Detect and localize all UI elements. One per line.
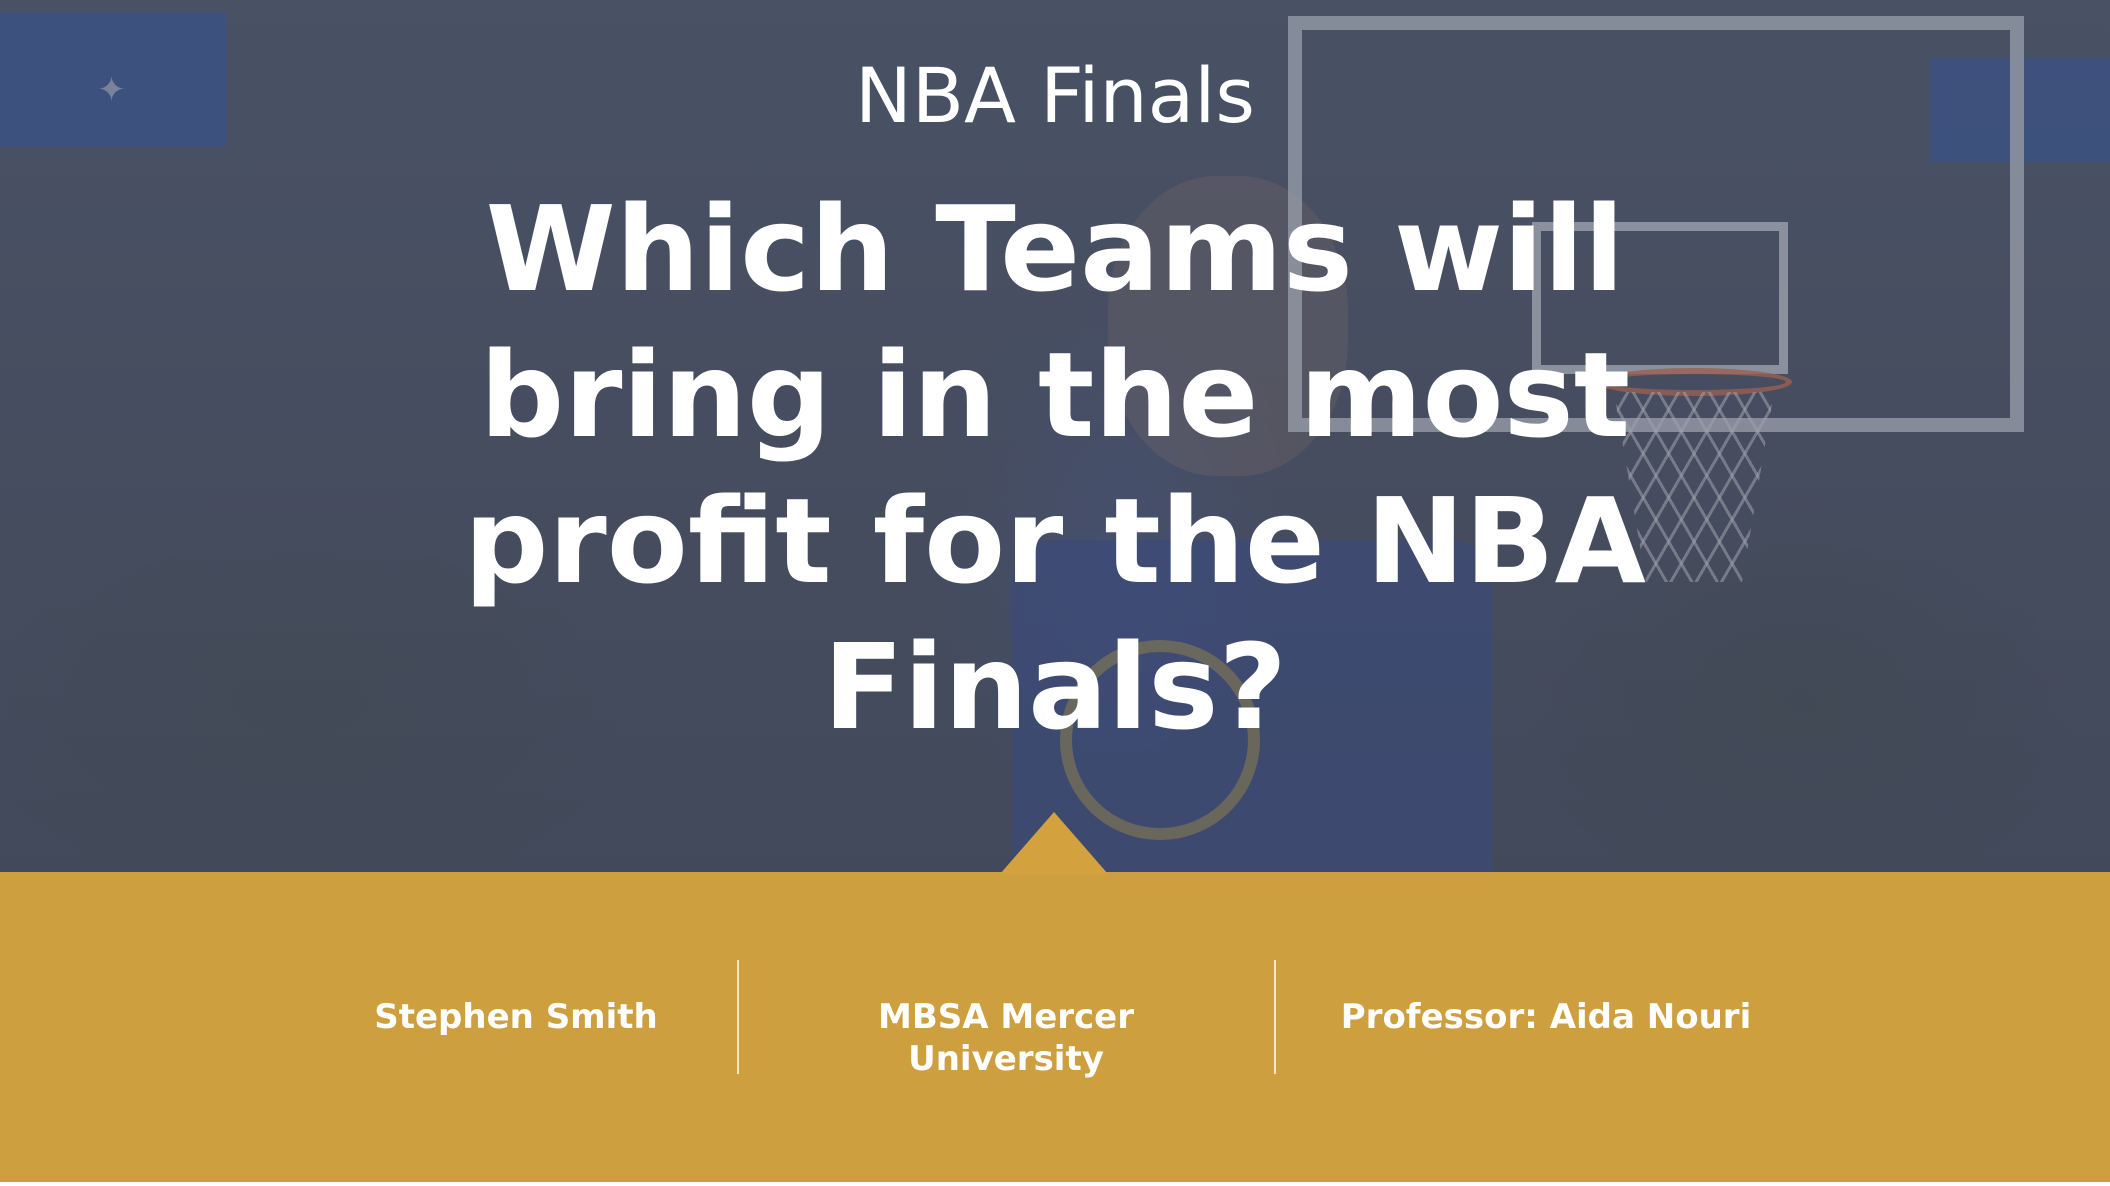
slide-title: Which Teams will bring in the most profi…: [455, 176, 1655, 760]
credits-row: Stephen Smith MBSA Mercer University Pro…: [0, 960, 2110, 1080]
credits-divider: [737, 960, 739, 1074]
institution-name: MBSA Mercer University: [846, 996, 1166, 1080]
band-pointer: [1000, 812, 1108, 874]
credits-divider: [1274, 960, 1276, 1074]
author-name: Stephen Smith: [316, 996, 716, 1038]
slide-subtitle: NBA Finals: [0, 58, 2110, 134]
professor-name: Professor: Aida Nouri: [1286, 996, 1806, 1038]
bottom-border: [0, 1182, 2110, 1186]
